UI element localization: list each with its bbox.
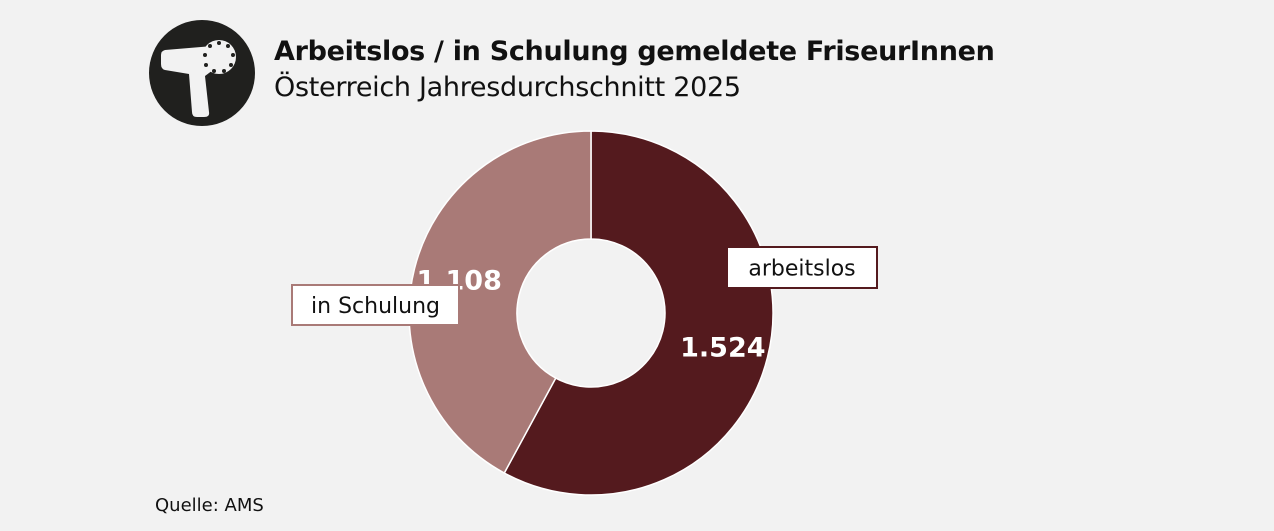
- chart-subtitle: Österreich Jahresdurchschnitt 2025: [274, 72, 741, 103]
- callout-arbeitslos: arbeitslos: [726, 246, 878, 289]
- callout-in-schulung: in Schulung: [291, 284, 460, 326]
- source-note: Quelle: AMS: [155, 495, 264, 516]
- donut-slice-in-schulung: [408, 130, 592, 475]
- chart-title: Arbeitslos / in Schulung gemeldete Frise…: [274, 36, 995, 67]
- callout-box: [726, 246, 878, 289]
- category-label: arbeitslos: [748, 257, 855, 282]
- value-label-arbeitslos: 1.524: [680, 332, 765, 363]
- hair-dryer-logo-icon: [149, 20, 255, 126]
- category-label: in Schulung: [311, 294, 440, 319]
- donut-slice-arbeitslos: [503, 130, 774, 496]
- callout-box: [291, 284, 460, 326]
